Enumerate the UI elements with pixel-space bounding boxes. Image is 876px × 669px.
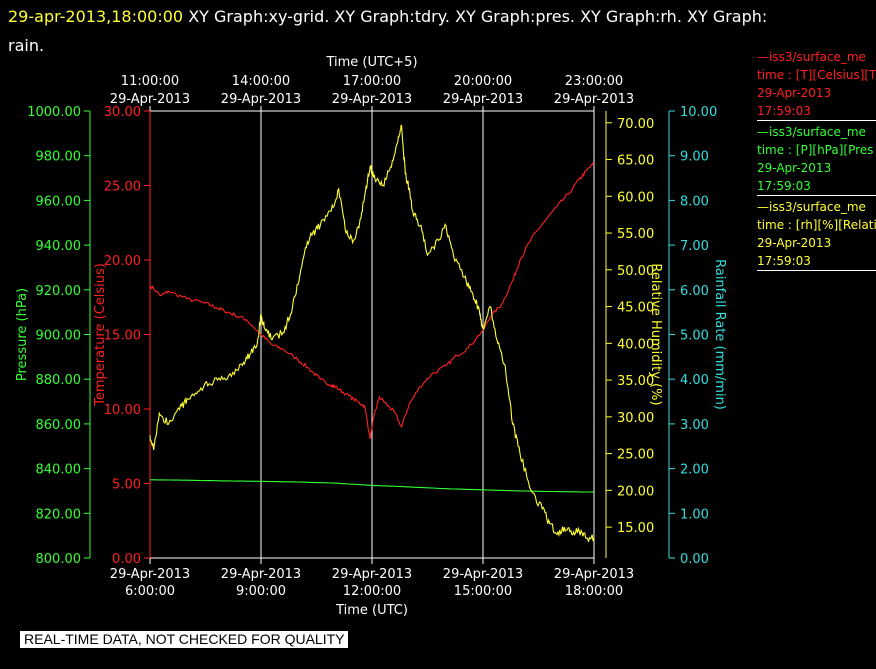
legend-series-name: —iss3/surface_me (757, 125, 866, 139)
y-tick-label-temperature: 30.00 (104, 105, 141, 120)
y-tick-label-rain: 4.00 (680, 373, 709, 388)
x-top-tick-label-time: 11:00:00 (121, 74, 179, 89)
y-axis-label-rainfall: Rainfall Rate (mm/min) (712, 259, 727, 410)
legend-series-variable: time : [P][hPa][Pres (757, 143, 874, 157)
y-tick-label-temperature: 20.00 (104, 254, 141, 269)
y-tick-label-pressure: 980.00 (36, 150, 82, 165)
y-tick-label-rh: 30.00 (617, 411, 654, 426)
y-tick-label-rh: 65.00 (617, 154, 654, 169)
legend-entry-pressure: —iss3/surface_me time : [P][hPa][Pres 29… (757, 123, 876, 196)
graph-list-label-continued: rain. (8, 36, 45, 55)
y-axis-label-humidity: Relative Humidity (%) (648, 263, 663, 405)
temperature-line (149, 161, 595, 439)
y-tick-label-rh: 15.00 (617, 521, 654, 536)
legend-series-time: 17:59:03 (757, 104, 811, 118)
legend-entry-humidity: —iss3/surface_me time : [rh][%][Relati 2… (757, 198, 876, 271)
y-tick-label-pressure: 1000.00 (27, 105, 81, 120)
x-top-tick-label-date: 29-Apr-2013 (443, 92, 523, 107)
legend-series-date: 29-Apr-2013 (757, 86, 832, 100)
y-tick-label-rh: 45.00 (617, 301, 654, 316)
x-tick-label-time: 6:00:00 (125, 584, 175, 599)
y-tick-label-rh: 50.00 (617, 264, 654, 279)
y-tick-label-rain: 2.00 (680, 463, 709, 478)
y-tick-label-rain: 5.00 (680, 329, 709, 344)
quality-notice: REAL-TIME DATA, NOT CHECKED FOR QUALITY (20, 631, 349, 648)
y-tick-label-rh: 35.00 (617, 374, 654, 389)
legend-series-name: —iss3/surface_me (757, 200, 866, 214)
x-axis-label: Time (UTC) (335, 603, 408, 618)
x-tick-label-time: 15:00:00 (454, 584, 512, 599)
y-tick-label-temperature: 5.00 (112, 478, 141, 493)
y-tick-label-pressure: 840.00 (36, 463, 82, 478)
y-tick-label-pressure: 860.00 (36, 418, 82, 433)
y-axis-label-temperature: Temperature (Celsius) (93, 263, 108, 407)
x-tick-label-date: 29-Apr-2013 (332, 567, 412, 582)
y-tick-label-pressure: 960.00 (36, 194, 82, 209)
y-tick-label-rain: 6.00 (680, 284, 709, 299)
legend-series-name: —iss3/surface_me (757, 50, 866, 64)
x-top-tick-label-time: 23:00:00 (565, 74, 623, 89)
y-axis-label-pressure: Pressure (hPa) (15, 288, 30, 381)
y-tick-label-rain: 3.00 (680, 418, 709, 433)
legend-series-variable: time : [T][Celsius][T (757, 68, 876, 82)
graph-list-label: XY Graph:xy-grid. XY Graph:tdry. XY Grap… (188, 7, 768, 26)
x-top-axis-label: Time (UTC+5) (325, 55, 417, 70)
y-tick-label-rh: 25.00 (617, 448, 654, 463)
x-tick-label-time: 9:00:00 (236, 584, 286, 599)
y-tick-label-pressure: 800.00 (36, 552, 82, 567)
x-top-tick-label-time: 14:00:00 (232, 74, 290, 89)
y-tick-label-rh: 60.00 (617, 190, 654, 205)
title-bar: 29-apr-2013,18:00:00 XY Graph:xy-grid. X… (8, 2, 868, 60)
y-tick-label-pressure: 920.00 (36, 284, 82, 299)
x-tick-label-time: 12:00:00 (343, 584, 401, 599)
y-tick-label-temperature: 15.00 (104, 329, 141, 344)
y-tick-label-rain: 1.00 (680, 507, 709, 522)
y-tick-label-rain: 8.00 (680, 194, 709, 209)
legend-entry-temperature: —iss3/surface_me time : [T][Celsius][T 2… (757, 48, 876, 121)
y-tick-label-pressure: 940.00 (36, 239, 82, 254)
x-tick-label-date: 29-Apr-2013 (110, 567, 190, 582)
legend-series-time: 17:59:03 (757, 179, 811, 193)
x-top-tick-label-date: 29-Apr-2013 (554, 92, 634, 107)
y-tick-label-rh: 70.00 (617, 117, 654, 132)
y-tick-label-pressure: 880.00 (36, 373, 82, 388)
x-top-tick-label-time: 17:00:00 (343, 74, 401, 89)
x-top-tick-label-date: 29-Apr-2013 (332, 92, 412, 107)
x-top-tick-label-time: 20:00:00 (454, 74, 512, 89)
y-tick-label-rh: 55.00 (617, 227, 654, 242)
legend-series-variable: time : [rh][%][Relati (757, 218, 876, 232)
y-tick-label-rh: 20.00 (617, 484, 654, 499)
x-tick-label-date: 29-Apr-2013 (443, 567, 523, 582)
y-tick-label-rain: 7.00 (680, 239, 709, 254)
x-tick-label-date: 29-Apr-2013 (554, 567, 634, 582)
y-tick-label-temperature: 10.00 (104, 403, 141, 418)
legend: —iss3/surface_me time : [T][Celsius][T 2… (757, 48, 876, 273)
pressure-line (150, 479, 595, 493)
y-tick-label-rh: 40.00 (617, 337, 654, 352)
y-tick-label-pressure: 900.00 (36, 329, 82, 344)
humidity-line (149, 124, 595, 542)
y-tick-label-pressure: 820.00 (36, 507, 82, 522)
legend-series-date: 29-Apr-2013 (757, 236, 832, 250)
x-top-tick-label-date: 29-Apr-2013 (110, 92, 190, 107)
x-tick-label-date: 29-Apr-2013 (221, 567, 301, 582)
legend-series-date: 29-Apr-2013 (757, 161, 832, 175)
x-top-tick-label-date: 29-Apr-2013 (221, 92, 301, 107)
x-tick-label-time: 18:00:00 (565, 584, 623, 599)
y-tick-label-rain: 9.00 (680, 150, 709, 165)
legend-series-time: 17:59:03 (757, 254, 811, 268)
datetime-label: 29-apr-2013,18:00:00 (8, 7, 184, 26)
y-tick-label-rain: 0.00 (680, 552, 709, 567)
y-tick-label-temperature: 25.00 (104, 180, 141, 195)
y-tick-label-rain: 10.00 (680, 105, 717, 120)
y-tick-label-temperature: 0.00 (112, 552, 141, 567)
